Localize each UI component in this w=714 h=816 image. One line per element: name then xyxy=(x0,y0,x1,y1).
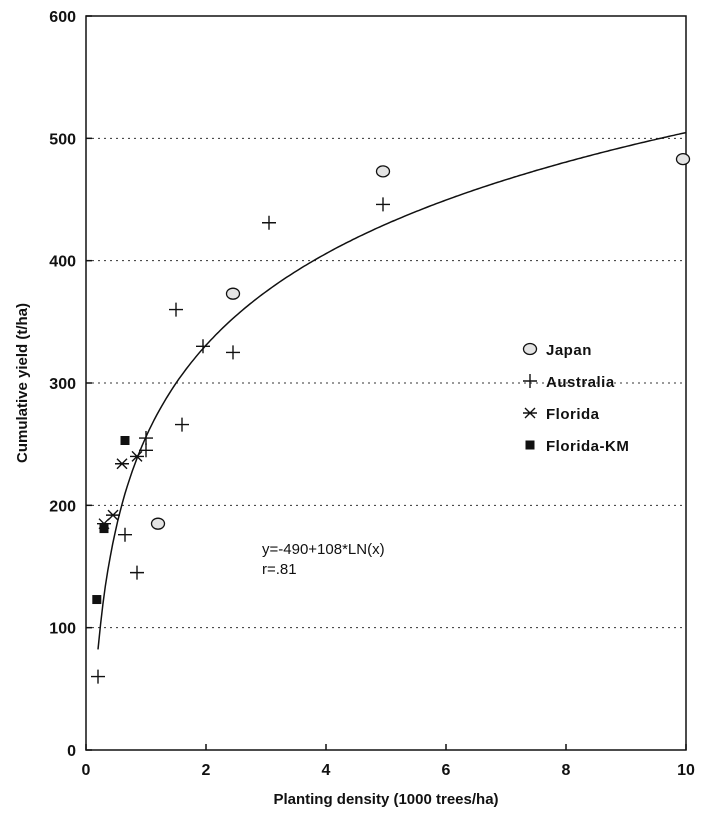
marker-asterisk-shape xyxy=(130,450,144,462)
marker-circle-shape xyxy=(225,287,241,300)
marker-plus-shape xyxy=(196,339,210,354)
y-tick-label-300: 300 xyxy=(49,376,76,393)
point-japan-1 xyxy=(225,287,241,300)
point-florida-km-2 xyxy=(120,435,130,445)
marker-plus-shape xyxy=(226,345,240,360)
point-australia-1 xyxy=(118,527,132,542)
marker-circle-shape xyxy=(375,165,391,178)
marker-plus-shape xyxy=(130,565,144,580)
axis-ticks: 0 100 200 300 400 500 600 0 2 4 6 8 10 xyxy=(49,9,695,779)
marker-plus-shape xyxy=(169,302,183,317)
marker-asterisk-shape xyxy=(106,509,120,521)
marker-plus-shape xyxy=(91,669,105,684)
point-japan-0 xyxy=(150,517,166,530)
x-tick-label-2: 2 xyxy=(202,762,211,779)
point-florida-1 xyxy=(106,509,120,521)
point-australia-3 xyxy=(139,443,153,458)
point-florida-2 xyxy=(115,458,129,470)
point-australia-8 xyxy=(226,345,240,360)
fit-curve-layer xyxy=(97,131,687,650)
y-tick-label-400: 400 xyxy=(49,254,76,271)
point-australia-2 xyxy=(130,565,144,580)
marker-plus-shape xyxy=(262,215,276,230)
y-tick-label-500: 500 xyxy=(49,131,76,148)
point-australia-10 xyxy=(376,197,390,212)
marker-square-shape xyxy=(525,440,535,450)
legend-marker-florida-km xyxy=(525,440,535,450)
legend-marker-australia xyxy=(523,374,537,388)
y-tick-label-0: 0 xyxy=(67,743,76,760)
point-australia-0 xyxy=(91,669,105,684)
point-florida-3 xyxy=(130,450,144,462)
gridlines xyxy=(86,137,686,629)
point-japan-2 xyxy=(375,165,391,178)
x-axis-title: Planting density (1000 trees/ha) xyxy=(273,791,498,808)
legend-label-florida: Florida xyxy=(546,406,600,423)
point-florida-km-1 xyxy=(99,524,109,534)
point-japan-3 xyxy=(675,152,691,166)
x-tick-label-4: 4 xyxy=(322,762,331,779)
marker-asterisk-shape xyxy=(523,407,537,419)
point-australia-6 xyxy=(175,417,189,432)
fit-equation: y=-490+108*LN(x) xyxy=(262,541,385,558)
x-tick-label-10: 10 xyxy=(677,762,695,779)
marker-plus-shape xyxy=(139,443,153,458)
marker-plus-shape xyxy=(118,527,132,542)
legend-label-australia: Australia xyxy=(546,374,615,391)
legend-label-florida-km: Florida-KM xyxy=(546,438,629,455)
point-australia-7 xyxy=(196,339,210,354)
y-tick-label-600: 600 xyxy=(49,9,76,26)
y-tick-label-200: 200 xyxy=(49,498,76,515)
marker-asterisk-shape xyxy=(115,458,129,470)
marker-square-shape xyxy=(92,595,102,605)
y-axis-title: Cumulative yield (t/ha) xyxy=(14,303,31,463)
legend-label-japan: Japan xyxy=(546,342,592,359)
marker-plus-shape xyxy=(523,374,537,388)
fit-r-value: r=.81 xyxy=(262,561,297,578)
data-points xyxy=(91,152,691,684)
marker-circle-shape xyxy=(522,342,538,356)
point-australia-4 xyxy=(139,431,153,446)
marker-plus-shape xyxy=(175,417,189,432)
point-florida-km-0 xyxy=(92,595,102,605)
x-tick-label-0: 0 xyxy=(82,762,91,779)
point-australia-5 xyxy=(169,302,183,317)
legend: Japan Australia Florida Florida-KM xyxy=(522,342,629,455)
point-australia-9 xyxy=(262,215,276,230)
marker-square-shape xyxy=(120,435,130,445)
x-tick-label-8: 8 xyxy=(562,762,571,779)
marker-square-shape xyxy=(99,524,109,534)
fit-curve xyxy=(97,131,687,650)
x-tick-label-6: 6 xyxy=(442,762,451,779)
marker-plus-shape xyxy=(376,197,390,212)
marker-circle-shape xyxy=(150,517,166,530)
legend-marker-japan xyxy=(522,342,538,356)
legend-marker-florida xyxy=(523,407,537,419)
marker-plus-shape xyxy=(139,431,153,446)
y-tick-label-100: 100 xyxy=(49,621,76,638)
marker-circle-shape xyxy=(675,152,691,166)
